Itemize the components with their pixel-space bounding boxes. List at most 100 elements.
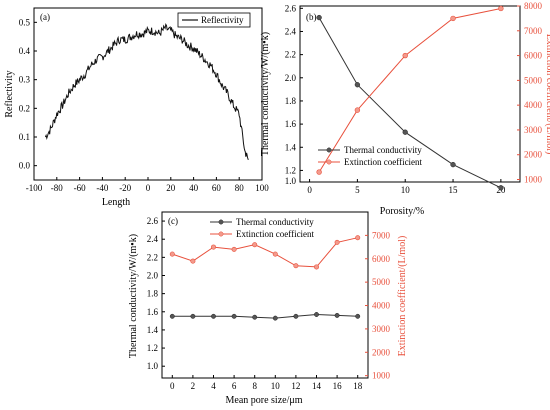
- panel-c-ytick-label: 1.2: [147, 343, 158, 353]
- panel-a-xtick-label: -40: [96, 183, 108, 193]
- panel-c-y2tick-label: 6000: [372, 254, 391, 264]
- panel-a-label: (a): [40, 12, 50, 22]
- panel-b-y2label: Extinction coefficient/(L/mol): [544, 34, 550, 155]
- panel-a-xtick-label: -20: [119, 183, 131, 193]
- panel-b-thermal-point: [450, 161, 456, 168]
- panel-b-ytick-label: 1.6: [285, 119, 297, 129]
- panel-c-ytick-label: 1.0: [147, 361, 159, 371]
- panel-b-extinction-point: [354, 107, 361, 113]
- panel-c-thermal-point: [169, 313, 175, 319]
- panel-a-ytick-label: 0.3: [19, 75, 31, 85]
- panel-b-extinction-point: [402, 52, 408, 59]
- panel-c-label: (c): [168, 216, 178, 226]
- panel-c-extinction-point: [313, 264, 319, 270]
- panel-a-ytick-label: 0.5: [19, 17, 31, 27]
- panel-b-y2tick-label: 2000: [524, 150, 543, 160]
- panel-c-y2tick-label: 2000: [372, 347, 391, 357]
- panel-b-ylabel: Thermal conductivity/W/(m•k): [260, 32, 271, 156]
- panel-b-xtick-label: 5: [355, 185, 360, 195]
- panel-c-y2tick-label: 7000: [372, 230, 391, 240]
- panel-c-thermal-point: [355, 313, 361, 319]
- panel-c-xtick-label: 18: [353, 381, 363, 391]
- panel-c-series-extinction-line: [172, 237, 358, 268]
- panel-b-y2tick-label: 7000: [524, 26, 543, 36]
- panel-c-legend-marker: [218, 219, 224, 225]
- panel-c-extinction-point: [334, 239, 340, 245]
- panel-c-legend-label: Thermal conductivity: [236, 217, 314, 227]
- panel-b-ytick-label: 1.4: [285, 142, 297, 152]
- panel-c-ytick-label: 1.8: [147, 289, 159, 299]
- panel-b-extinction-point: [450, 15, 456, 22]
- panel-a-legend-label: Reflectivity: [201, 15, 244, 25]
- panel-b-extinction-point: [316, 169, 322, 175]
- panel-c-ytick-label: 1.6: [147, 307, 159, 317]
- panel-b-xlabel: Porosity/%: [380, 206, 424, 217]
- panel-a-xtick-label: 100: [255, 183, 269, 193]
- panel-a-xtick-label: 60: [212, 183, 222, 193]
- panel-c-xtick-label: 12: [291, 381, 300, 391]
- panel-b-y2tick-label: 8000: [524, 1, 543, 11]
- panel-c-extinction-point: [272, 251, 278, 257]
- panel-c-extinction-point: [252, 242, 258, 248]
- panel-c-xtick-label: 2: [191, 381, 196, 391]
- panel-c-y2tick-label: 4000: [372, 301, 391, 311]
- panel-c-ytick-label: 2.6: [147, 216, 159, 226]
- panel-b-label: (b): [306, 12, 317, 22]
- panel-b-y2tick-label: 4000: [524, 100, 543, 110]
- panel-c-y2tick-label: 5000: [372, 277, 391, 287]
- panel-a-series-reflectivity: [44, 23, 249, 161]
- panel-b-thermal-point: [498, 185, 504, 191]
- panel-a-legend-box: [177, 12, 251, 28]
- panel-a-xtick-label: 20: [166, 183, 176, 193]
- panel-b-thermal-point: [354, 82, 361, 88]
- panel-c-ytick-label: 2.0: [147, 270, 159, 280]
- panel-a-xtick-label: 0: [146, 183, 151, 193]
- panel-b-y2tick-label: 6000: [524, 51, 543, 61]
- panel-c-thermal-point: [211, 313, 216, 319]
- panel-b-ytick-label: 2.0: [285, 73, 297, 83]
- panel-b-thermal-point: [402, 129, 408, 135]
- panel-c-y2label: Extinction coefficient/(L/mol): [397, 236, 408, 357]
- panel-a-xtick-label: -100: [26, 183, 43, 193]
- panel-c-xtick-label: 8: [252, 381, 257, 391]
- panel-b-xtick-label: 0: [307, 185, 312, 195]
- panel-c-extinction-point: [355, 235, 361, 241]
- panel-b-ytick-label: 2.4: [285, 26, 297, 36]
- panel-b-y2tick-label: 1000: [524, 175, 543, 185]
- panel-b-y2tick-label: 3000: [524, 125, 543, 135]
- panel-a-xtick-label: -80: [51, 183, 63, 193]
- panel-c-xtick-label: 0: [170, 381, 175, 391]
- panel-b-ytick-label: 1.2: [285, 165, 296, 175]
- panel-c-y2tick-label: 3000: [372, 324, 391, 334]
- panel-c-xtick-label: 10: [271, 381, 281, 391]
- panel-b-ytick-label: 1.8: [285, 96, 297, 106]
- panel-c-ytick-label: 2.2: [147, 252, 158, 262]
- panel-a-ytick-label: 0.1: [19, 132, 30, 142]
- panel-c-ytick-label: 1.4: [147, 325, 159, 335]
- panel-c-xtick-label: 4: [211, 381, 216, 391]
- panel-b-xtick-label: 10: [401, 185, 411, 195]
- panel-c-xtick-label: 6: [232, 381, 237, 391]
- panel-c-thermal-point: [190, 313, 196, 319]
- panel-a-ytick-label: 0.0: [19, 161, 31, 171]
- panel-a-xtick-label: -60: [74, 183, 86, 193]
- panel-c-ytick-label: 2.4: [147, 234, 159, 244]
- panel-b-legend-label: Thermal conductivity: [344, 145, 422, 155]
- panel-a-ylabel: Reflectivity: [4, 70, 15, 117]
- panel-c-series-thermal-line: [172, 313, 358, 319]
- panel-c-xtick-label: 16: [333, 381, 343, 391]
- panel-a-ytick-label: 0.4: [19, 46, 31, 56]
- panel-c-xtick-label: 14: [312, 381, 322, 391]
- panel-c-legend-label: Extinction coefficient: [236, 229, 315, 239]
- panel-c-extinction-point: [293, 263, 299, 269]
- panel-c-thermal-point: [231, 313, 237, 319]
- panel-c-extinction-point: [169, 251, 175, 257]
- panel-c-xlabel: Mean pore size/μm: [225, 395, 302, 406]
- panel-b-y2tick-label: 5000: [524, 75, 543, 85]
- panel-a-ytick-label: 0.2: [19, 103, 30, 113]
- panel-b-ytick-label: 2.6: [285, 3, 297, 13]
- panel-c-frame: [161, 211, 369, 379]
- panel-b-ytick-label: 1.0: [285, 176, 297, 186]
- panel-c-thermal-point: [314, 312, 319, 317]
